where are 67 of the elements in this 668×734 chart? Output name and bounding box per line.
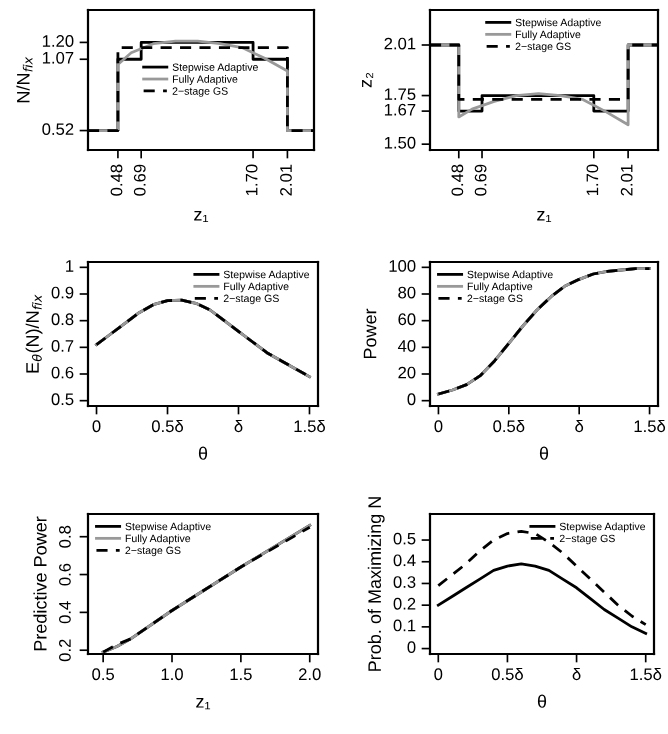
y-tick-label: 1.67 bbox=[384, 103, 416, 116]
y-tick-label: 80 bbox=[398, 286, 416, 299]
x-tick-label: 0.5 bbox=[92, 668, 115, 681]
y-tick-label: 0.9 bbox=[51, 286, 74, 299]
x-axis-title: θ bbox=[537, 694, 547, 708]
x-axis-title: θ bbox=[539, 446, 549, 460]
x-tick-label: 2.0 bbox=[298, 668, 321, 681]
y-tick-label: 0.6 bbox=[59, 563, 71, 586]
y-tick-label: 40 bbox=[397, 340, 416, 352]
line-series bbox=[436, 529, 648, 627]
y-tick-label: 0.5 bbox=[393, 532, 416, 545]
x-tick-label: 1.5 bbox=[230, 668, 252, 681]
y-axis-title: Predictive Power bbox=[33, 516, 47, 651]
x-axis-title: θ bbox=[198, 446, 208, 460]
y-tick-label: 1 bbox=[66, 260, 74, 272]
x-tick-label: 0 bbox=[434, 420, 443, 433]
x-tick-label: 0.5δ bbox=[493, 419, 525, 433]
y-axis-title: N/N$_{fix}$ bbox=[16, 56, 33, 103]
x-axis-title: z₁ bbox=[196, 698, 211, 710]
x-tick-label: δ bbox=[234, 419, 243, 433]
y-tick-label: 0.4 bbox=[59, 601, 71, 624]
y-tick-label: 0.6 bbox=[51, 366, 74, 379]
y-axis-title: Power bbox=[363, 308, 377, 359]
y-tick-label: 0.8 bbox=[59, 525, 71, 548]
x-tick-label: δ bbox=[575, 419, 584, 433]
x-tick-label: 1.70 bbox=[245, 164, 258, 196]
x-tick-label: δ bbox=[572, 667, 581, 681]
x-tick-label: 1.5δ bbox=[294, 419, 325, 433]
y-tick-label: 100 bbox=[389, 260, 416, 272]
x-tick-label: 1.70 bbox=[586, 164, 599, 196]
y-tick-label: 0 bbox=[407, 393, 416, 406]
x-tick-label: 0.69 bbox=[133, 164, 146, 196]
y-tick-label: 1.50 bbox=[384, 136, 416, 149]
y-tick-label: 20 bbox=[398, 366, 416, 379]
y-tick-label: 0.8 bbox=[51, 313, 74, 326]
x-axis-title: z₁ bbox=[194, 210, 209, 223]
x-tick-label: 0 bbox=[92, 420, 101, 433]
y-axis-title: z₂ bbox=[362, 72, 374, 88]
x-tick-label: 0.48 bbox=[451, 164, 464, 196]
y-tick-label: 1.07 bbox=[42, 51, 74, 64]
x-tick-label: 0.69 bbox=[474, 164, 487, 196]
y-tick-label: 2.01 bbox=[384, 37, 416, 50]
x-axis-title: z₁ bbox=[537, 210, 552, 223]
x-tick-label: 1.5δ bbox=[630, 667, 662, 681]
y-tick-label: 0.1 bbox=[393, 619, 416, 632]
x-tick-label: 0.5δ bbox=[151, 419, 184, 433]
y-axis-title: Prob. of Maximizing N bbox=[367, 497, 385, 671]
y-tick-label: 0.2 bbox=[59, 639, 71, 662]
x-tick-label: 1.0 bbox=[161, 668, 183, 681]
x-tick-label: 1.5δ bbox=[634, 419, 666, 433]
y-tick-label: 1.20 bbox=[42, 35, 74, 47]
x-tick-label: 0.48 bbox=[110, 164, 123, 196]
x-tick-label: 0 bbox=[434, 668, 443, 681]
x-tick-label: 2.01 bbox=[280, 164, 292, 196]
x-tick-label: 2.01 bbox=[620, 164, 633, 196]
y-tick-label: 60 bbox=[398, 313, 416, 326]
y-tick-label: 0.52 bbox=[42, 123, 74, 136]
y-tick-label: 1.75 bbox=[384, 88, 416, 101]
line-series bbox=[436, 562, 648, 635]
y-tick-label: 0.7 bbox=[51, 340, 74, 352]
y-tick-label: 0 bbox=[407, 641, 416, 654]
x-tick-label: 0.5δ bbox=[491, 667, 523, 681]
y-axis-title: E$_{θ}$(N)/N$_{fix}$ bbox=[25, 294, 43, 373]
y-tick-label: 0.5 bbox=[51, 393, 74, 406]
y-tick-label: 0.4 bbox=[393, 554, 416, 567]
y-tick-label: 0.3 bbox=[393, 576, 416, 588]
y-tick-label: 0.2 bbox=[393, 597, 416, 610]
